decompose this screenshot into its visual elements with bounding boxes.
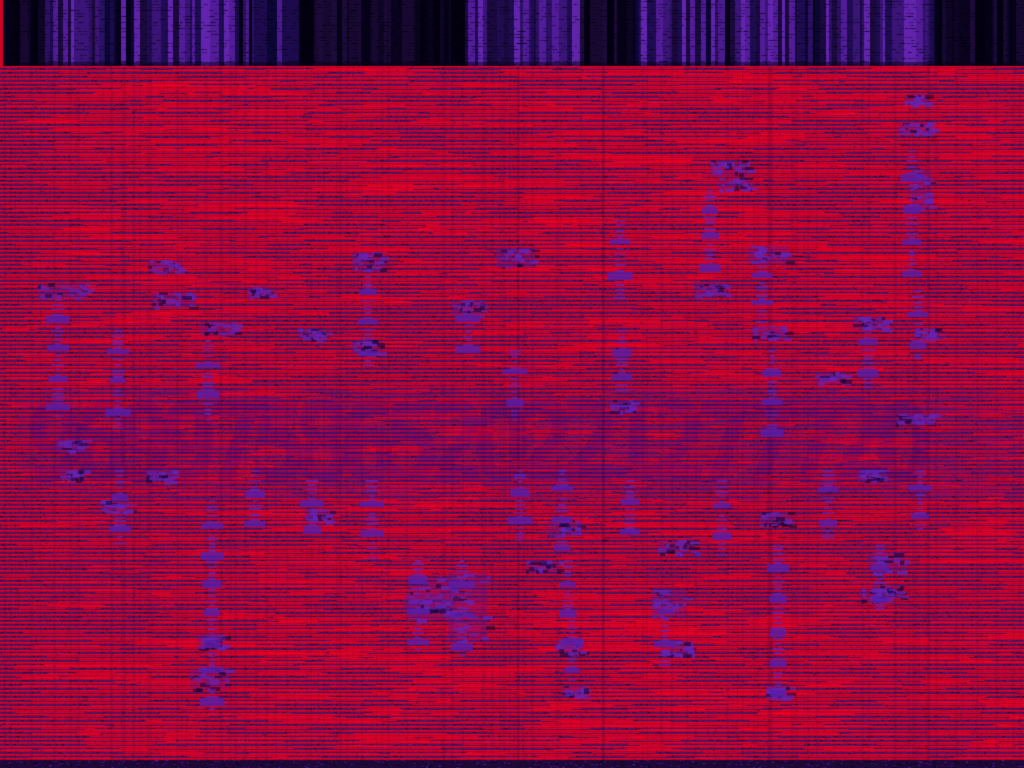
corrupted-screen: 96997586520221277720	[0, 0, 1024, 768]
glitch-canvas	[0, 0, 1024, 768]
